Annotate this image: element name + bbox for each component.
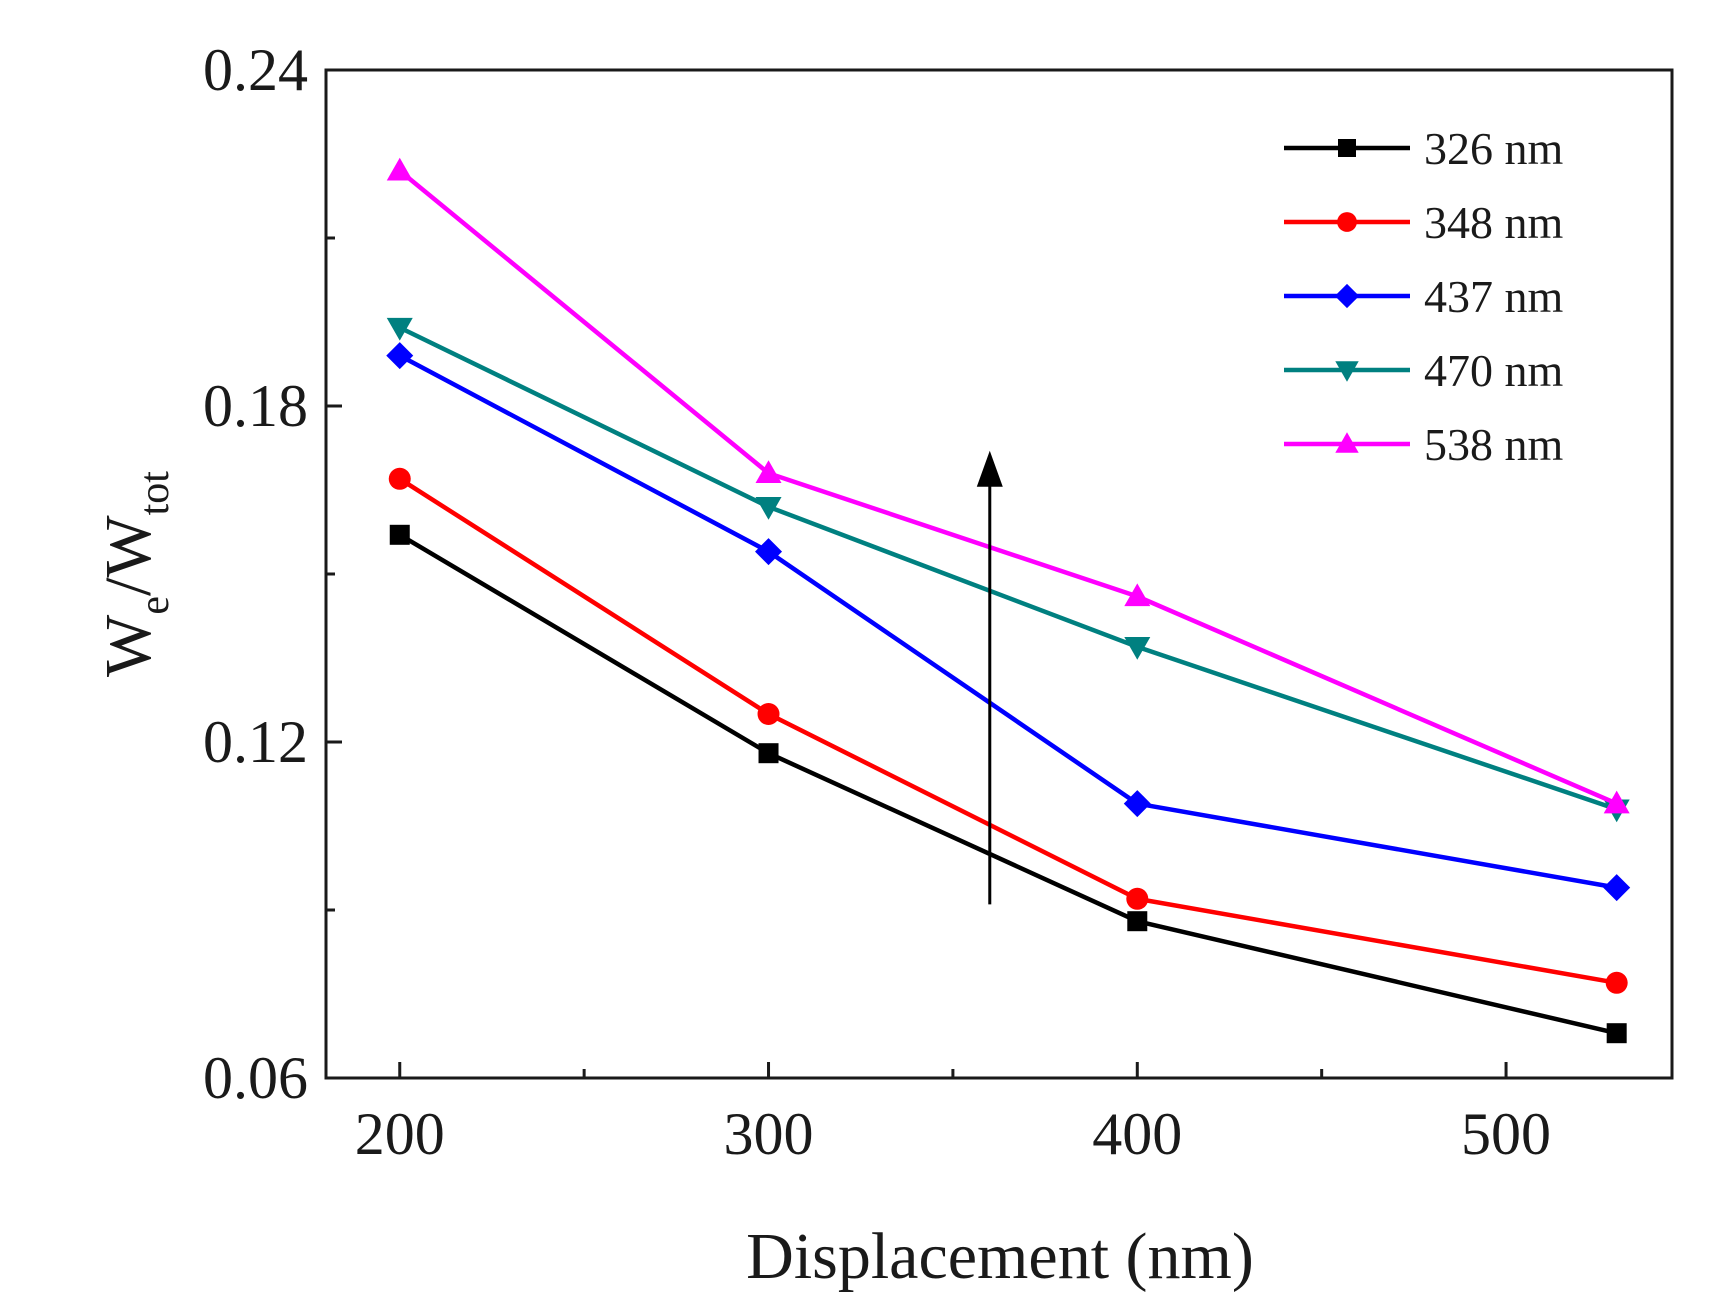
y-axis-title-sub2: tot [132, 471, 178, 516]
series-4-point-1 [755, 460, 782, 483]
y-axis-title: We/Wtot [92, 471, 178, 677]
y-axis-title-separator: / [92, 577, 165, 596]
series-4-point-3 [1603, 790, 1630, 814]
series-3-point-1 [755, 497, 782, 520]
legend-label-2: 437 nm [1424, 271, 1564, 322]
series-0 [389, 524, 1627, 1044]
legend-item-4: 538 nm [1284, 419, 1564, 470]
legend-item-2: 437 nm [1284, 271, 1564, 322]
series-line-2 [398, 353, 1618, 890]
legend-marker-3 [1335, 361, 1359, 382]
x-tick-label-0: 200 [355, 1101, 445, 1167]
x-tick-label-3: 500 [1461, 1101, 1551, 1167]
series-3-point-0 [386, 317, 413, 341]
legend-label-3: 470 nm [1424, 345, 1564, 396]
legend-item-0: 326 nm [1284, 123, 1564, 174]
series-3-point-2 [1124, 637, 1151, 660]
series-1-point-1 [757, 703, 780, 725]
y-tick-label-2: 0.18 [203, 373, 308, 439]
legend-marker-2 [1334, 283, 1360, 309]
legend-item-1: 348 nm [1284, 197, 1564, 248]
series-0-point-0 [389, 524, 410, 545]
legend-item-3: 470 nm [1284, 345, 1564, 396]
y-axis-title-base1: W [92, 614, 165, 677]
y-tick-label-3: 0.24 [203, 37, 308, 103]
series-0-point-2 [1127, 911, 1148, 932]
series-2-point-3 [1603, 874, 1631, 902]
series-2-point-2 [1123, 790, 1151, 818]
x-tick-label-2: 400 [1092, 1101, 1182, 1167]
series-line-4 [398, 169, 1618, 806]
series-2-point-1 [755, 538, 783, 566]
legend-marker-0 [1338, 139, 1356, 157]
series-0-point-1 [758, 743, 779, 764]
legend-label-0: 326 nm [1424, 123, 1564, 174]
y-axis-title-base2: W [92, 515, 165, 578]
x-tick-label-1: 300 [724, 1101, 814, 1167]
legend: 326 nm 348 nm 437 nm 470 nm 538 nm [1284, 123, 1564, 470]
series-1 [388, 467, 1628, 994]
annotation-arrow-head-0 [976, 450, 1003, 487]
series-4 [386, 157, 1630, 814]
series-1-point-3 [1605, 971, 1628, 994]
series-layer [386, 157, 1631, 1044]
legend-marker-4 [1335, 432, 1359, 453]
series-line-0 [398, 532, 1618, 1036]
x-axis-title: Displacement (nm) [746, 1220, 1254, 1293]
y-axis-ticks: 0.06 0.12 0.18 0.24 [203, 37, 342, 1111]
series-4-point-2 [1124, 583, 1151, 607]
legend-label-4: 538 nm [1424, 419, 1564, 470]
legend-label-1: 348 nm [1424, 197, 1564, 248]
series-1-point-2 [1126, 887, 1149, 910]
series-0-point-3 [1606, 1023, 1627, 1044]
series-1-point-0 [388, 467, 411, 490]
y-axis-title-sub1: e [132, 596, 178, 615]
legend-marker-1 [1337, 212, 1357, 232]
y-tick-label-0: 0.06 [203, 1045, 308, 1111]
series-2-point-0 [386, 342, 414, 370]
series-4-point-0 [386, 157, 413, 181]
series-line-3 [398, 325, 1618, 812]
series-line-1 [398, 476, 1618, 986]
y-tick-label-1: 0.12 [203, 709, 308, 775]
annotation-layer [976, 450, 1003, 905]
series-2 [386, 342, 1631, 902]
x-axis-ticks: 200 300 400 500 [355, 1062, 1551, 1167]
